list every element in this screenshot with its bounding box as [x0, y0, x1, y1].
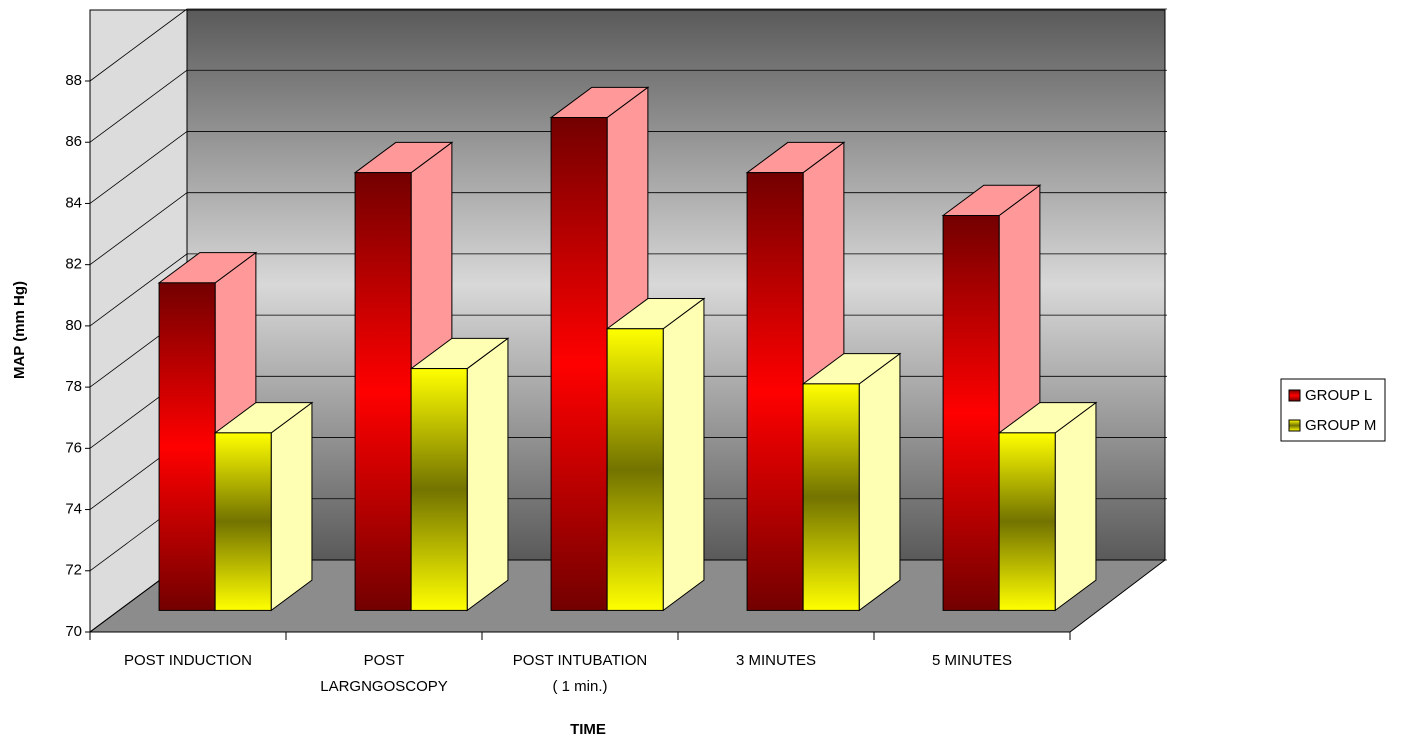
- bar: [606, 328, 664, 611]
- grid-line: [89, 192, 188, 265]
- bar: [746, 172, 804, 611]
- x-axis-title: TIME: [570, 721, 606, 738]
- legend-swatch: [1288, 389, 1301, 402]
- y-tick-label: 80: [65, 317, 82, 334]
- y-tick-label: 88: [65, 72, 82, 89]
- grid-line: [89, 131, 188, 204]
- y-tick-label: 70: [65, 623, 82, 640]
- bar: [214, 432, 272, 611]
- bar: [942, 215, 1000, 611]
- bar-side: [662, 297, 705, 612]
- y-axis-title: MAP (mm Hg): [11, 281, 28, 379]
- x-tick-label: 5 MINUTES: [931, 652, 1012, 669]
- bar: [998, 432, 1056, 611]
- grid-line: [89, 253, 188, 327]
- legend-swatch: [1288, 419, 1301, 432]
- grid-line: [89, 69, 188, 143]
- bar: [550, 117, 608, 611]
- x-tick-label: 3 MINUTES: [735, 652, 816, 669]
- y-tick-label: 82: [65, 256, 82, 273]
- y-tick-label: 86: [65, 133, 82, 150]
- bar-side: [270, 401, 313, 612]
- bar: [802, 383, 860, 611]
- y-tick-label: 72: [65, 562, 82, 579]
- bar: [410, 368, 468, 611]
- x-tick-label: POST INDUCTION: [123, 652, 253, 669]
- legend-label: GROUP M: [1305, 417, 1376, 434]
- bar: [158, 282, 216, 611]
- y-tick-label: 76: [65, 439, 82, 456]
- bar-side: [858, 352, 901, 612]
- y-tick-label: 74: [65, 501, 82, 518]
- x-tick-label: POST INTUBATION ( 1 min.): [512, 652, 648, 695]
- x-tick-label: POST LARGNGOSCOPY: [320, 652, 448, 695]
- bar: [354, 172, 412, 611]
- legend-label: GROUP L: [1305, 387, 1372, 404]
- grid-line: [89, 8, 188, 82]
- bar-side: [466, 337, 509, 612]
- y-tick-label: 84: [65, 194, 82, 211]
- y-tick-label: 78: [65, 378, 82, 395]
- bar-side: [1054, 401, 1097, 612]
